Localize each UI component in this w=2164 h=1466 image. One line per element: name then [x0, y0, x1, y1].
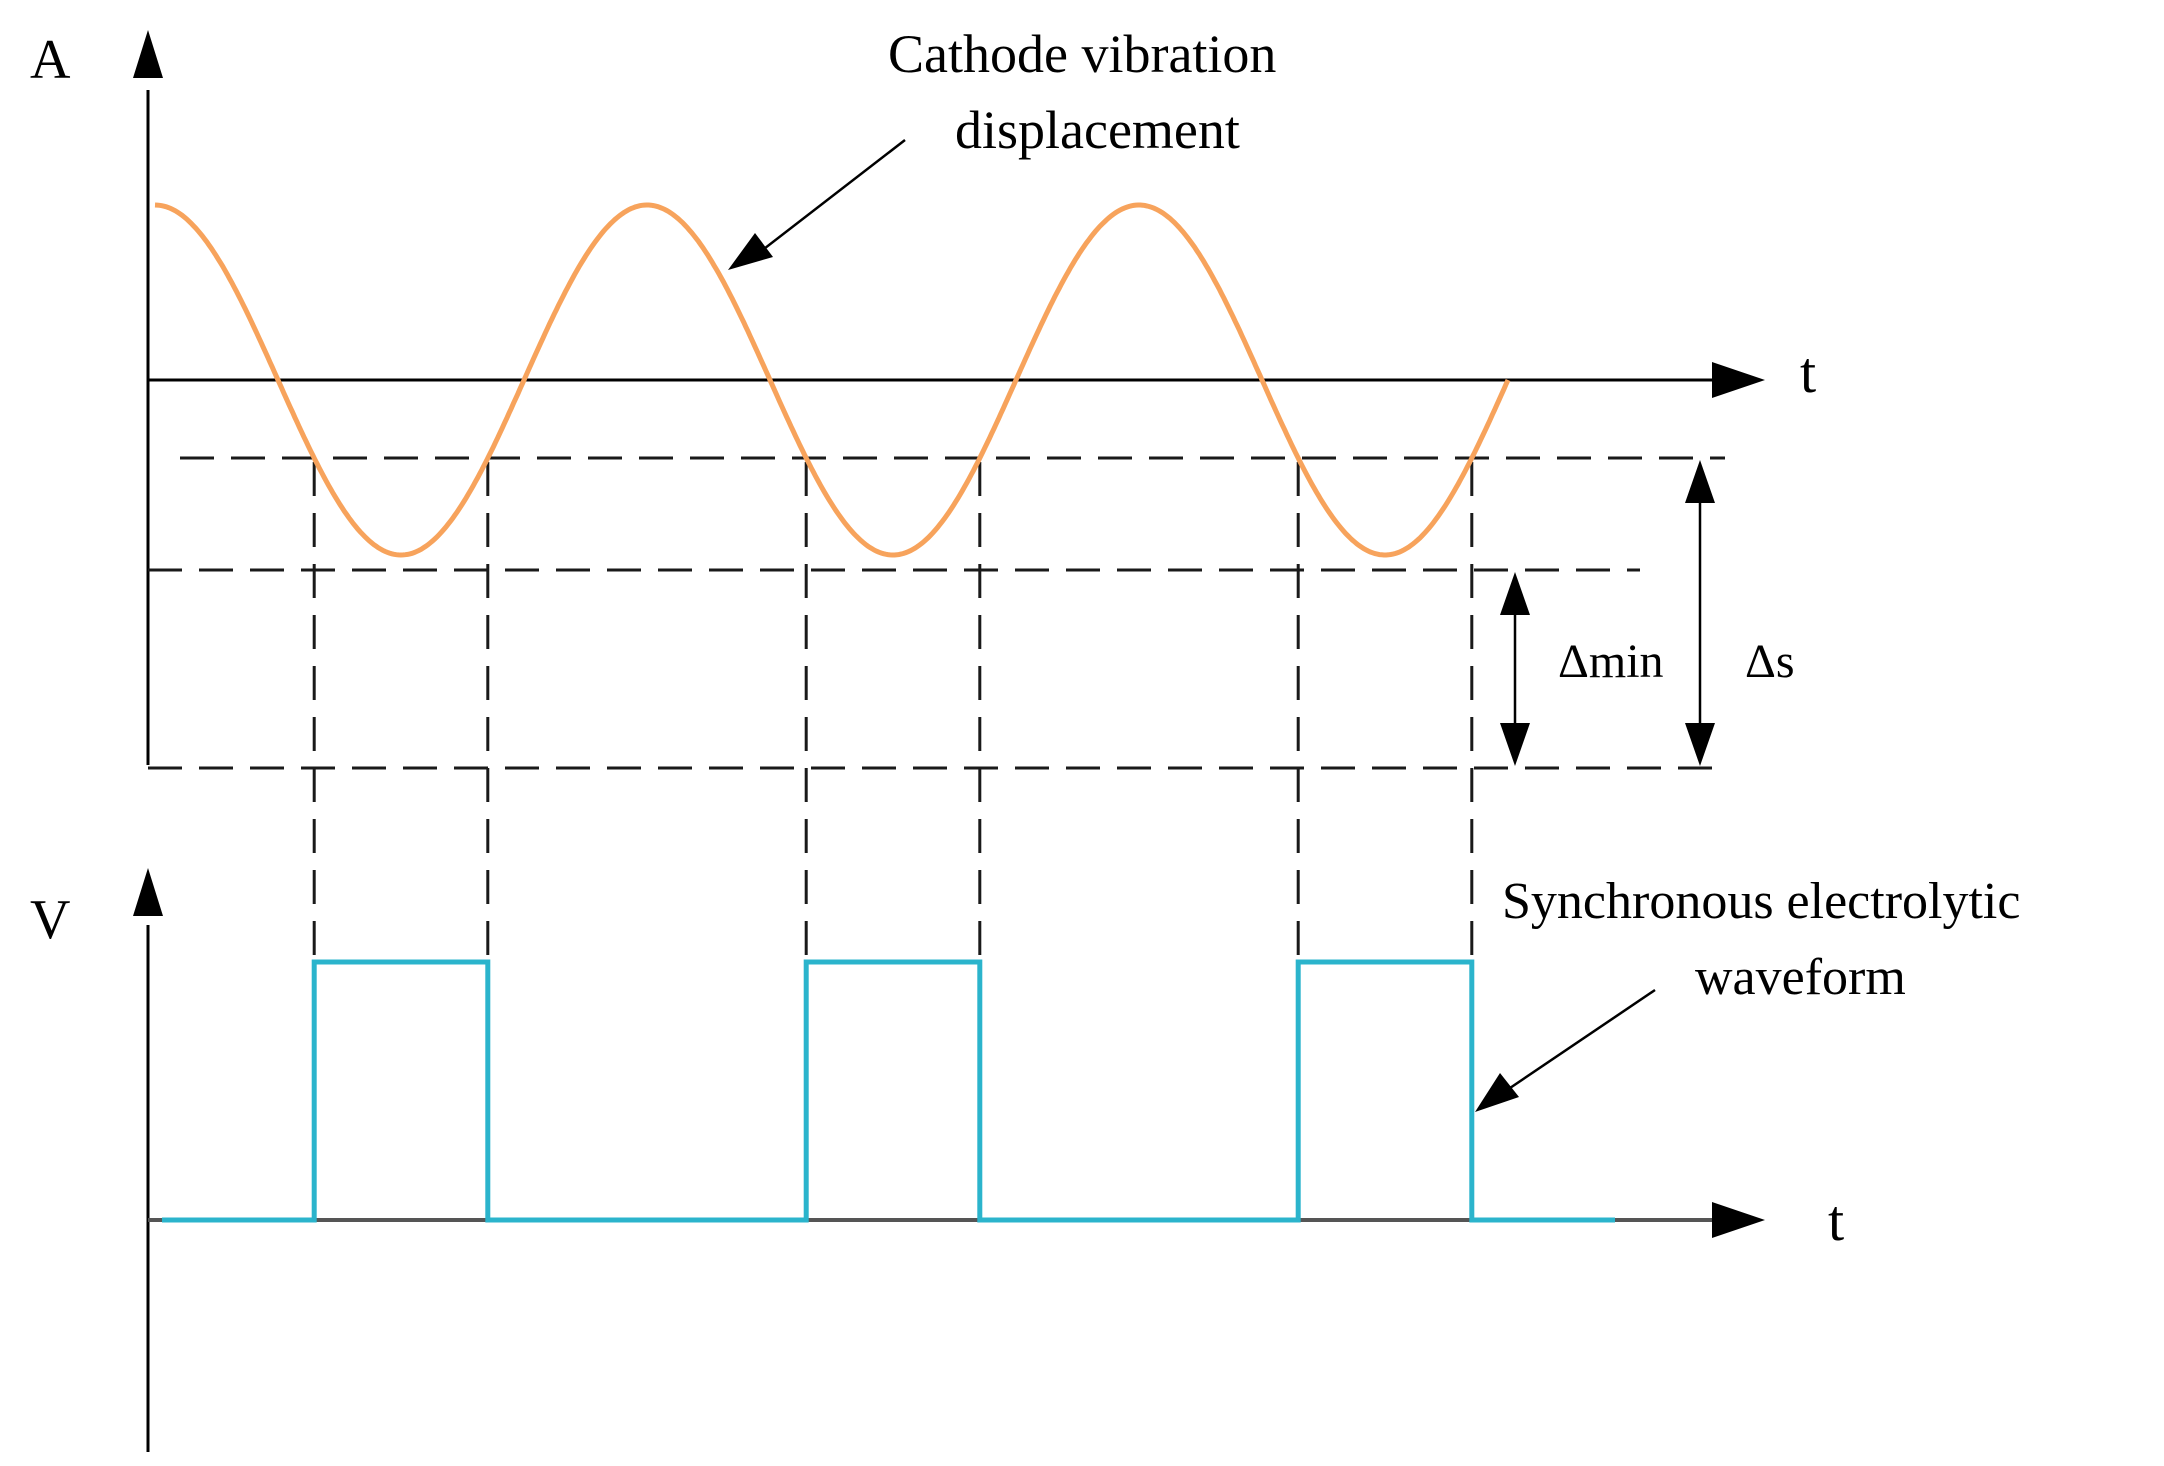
cathode-callout-line — [759, 139, 906, 253]
waveform-label-line1: Synchronous electrolytic — [1502, 873, 2020, 930]
delta-s-bottom-arrow-icon — [1685, 723, 1715, 766]
delta-s-label: Δs — [1745, 635, 1795, 688]
delta-s-top-arrow-icon — [1685, 460, 1715, 503]
cathode-label-line1: Cathode vibration — [888, 24, 1276, 84]
delta-min-label: Δmin — [1558, 635, 1664, 688]
v-axis-label: V — [30, 889, 70, 951]
waveform-callout-arrow-icon — [1475, 1073, 1519, 1112]
delta-min-top-arrow-icon — [1500, 572, 1530, 615]
vertical-dashed-guides — [312, 462, 1474, 962]
cathode-callout-arrow-icon — [728, 233, 773, 270]
waveform-label-line2: waveform — [1695, 949, 1906, 1006]
top-t-axis-label: t — [1800, 340, 1816, 405]
a-axis-arrow-icon — [133, 30, 163, 78]
v-axis-arrow-icon — [133, 868, 163, 916]
synchronous-electrolytic-waveform — [162, 959, 1615, 1223]
cathode-displacement-curve — [154, 202, 1511, 558]
bottom-t-axis-label: t — [1828, 1188, 1844, 1253]
delta-min-bottom-arrow-icon — [1500, 723, 1530, 766]
bottom-t-axis-arrow-icon — [1712, 1202, 1765, 1238]
cathode-label-line2: displacement — [955, 100, 1240, 160]
waveform-callout-line — [1509, 988, 1656, 1090]
a-axis-label: A — [30, 29, 71, 91]
top-t-axis-arrow-icon — [1712, 362, 1765, 398]
